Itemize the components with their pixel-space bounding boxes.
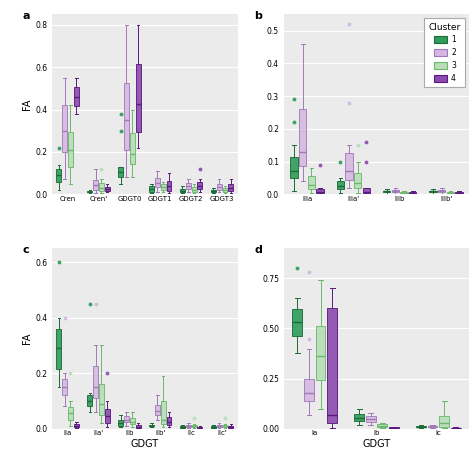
PathPatch shape: [327, 309, 337, 422]
PathPatch shape: [118, 167, 123, 177]
PathPatch shape: [130, 133, 135, 164]
PathPatch shape: [149, 187, 154, 192]
PathPatch shape: [439, 415, 449, 427]
PathPatch shape: [290, 157, 298, 178]
PathPatch shape: [118, 420, 123, 426]
PathPatch shape: [354, 414, 364, 421]
PathPatch shape: [191, 425, 197, 427]
Y-axis label: FA: FA: [22, 333, 32, 344]
PathPatch shape: [155, 178, 160, 187]
PathPatch shape: [166, 181, 172, 191]
PathPatch shape: [74, 424, 79, 427]
PathPatch shape: [180, 426, 185, 428]
Legend: 1, 2, 3, 4: 1, 2, 3, 4: [424, 18, 465, 88]
PathPatch shape: [197, 427, 202, 428]
PathPatch shape: [377, 424, 387, 427]
PathPatch shape: [363, 188, 370, 193]
PathPatch shape: [93, 366, 98, 398]
PathPatch shape: [308, 176, 315, 188]
PathPatch shape: [428, 426, 438, 427]
PathPatch shape: [222, 188, 228, 192]
PathPatch shape: [228, 184, 233, 191]
PathPatch shape: [186, 183, 191, 189]
PathPatch shape: [316, 189, 324, 194]
PathPatch shape: [155, 405, 160, 415]
PathPatch shape: [161, 184, 165, 189]
PathPatch shape: [62, 106, 67, 152]
PathPatch shape: [68, 407, 73, 420]
PathPatch shape: [392, 190, 399, 193]
PathPatch shape: [292, 309, 302, 335]
PathPatch shape: [389, 427, 399, 428]
PathPatch shape: [337, 181, 344, 189]
PathPatch shape: [228, 426, 233, 428]
PathPatch shape: [99, 183, 104, 191]
PathPatch shape: [211, 190, 216, 192]
X-axis label: GDGT: GDGT: [131, 439, 159, 449]
PathPatch shape: [316, 326, 326, 380]
PathPatch shape: [105, 187, 109, 191]
PathPatch shape: [416, 426, 426, 427]
PathPatch shape: [456, 192, 463, 194]
X-axis label: GDGT: GDGT: [363, 439, 391, 449]
PathPatch shape: [56, 169, 61, 182]
PathPatch shape: [438, 190, 446, 193]
PathPatch shape: [180, 188, 185, 192]
PathPatch shape: [68, 132, 73, 167]
PathPatch shape: [354, 173, 362, 188]
PathPatch shape: [166, 417, 172, 425]
PathPatch shape: [136, 65, 140, 132]
PathPatch shape: [366, 415, 376, 422]
PathPatch shape: [161, 401, 165, 424]
PathPatch shape: [383, 191, 391, 193]
PathPatch shape: [124, 83, 129, 150]
PathPatch shape: [124, 416, 129, 422]
PathPatch shape: [99, 383, 104, 415]
PathPatch shape: [429, 191, 437, 193]
PathPatch shape: [304, 379, 314, 400]
PathPatch shape: [186, 425, 191, 427]
PathPatch shape: [87, 395, 92, 406]
PathPatch shape: [197, 182, 202, 189]
PathPatch shape: [447, 192, 454, 194]
PathPatch shape: [130, 417, 135, 424]
Y-axis label: FA: FA: [22, 98, 32, 110]
PathPatch shape: [217, 425, 222, 427]
PathPatch shape: [136, 425, 140, 428]
PathPatch shape: [401, 192, 408, 194]
PathPatch shape: [93, 180, 98, 189]
PathPatch shape: [211, 426, 216, 428]
PathPatch shape: [191, 187, 197, 192]
PathPatch shape: [217, 184, 222, 189]
PathPatch shape: [56, 330, 61, 369]
PathPatch shape: [87, 191, 92, 193]
PathPatch shape: [74, 87, 79, 106]
PathPatch shape: [346, 154, 353, 179]
Text: b: b: [254, 10, 262, 21]
Text: c: c: [22, 245, 29, 255]
Text: d: d: [254, 245, 262, 255]
Text: a: a: [22, 10, 30, 21]
PathPatch shape: [222, 425, 228, 427]
PathPatch shape: [409, 192, 417, 194]
PathPatch shape: [105, 408, 109, 423]
PathPatch shape: [62, 379, 67, 395]
PathPatch shape: [299, 109, 306, 166]
PathPatch shape: [149, 425, 154, 426]
